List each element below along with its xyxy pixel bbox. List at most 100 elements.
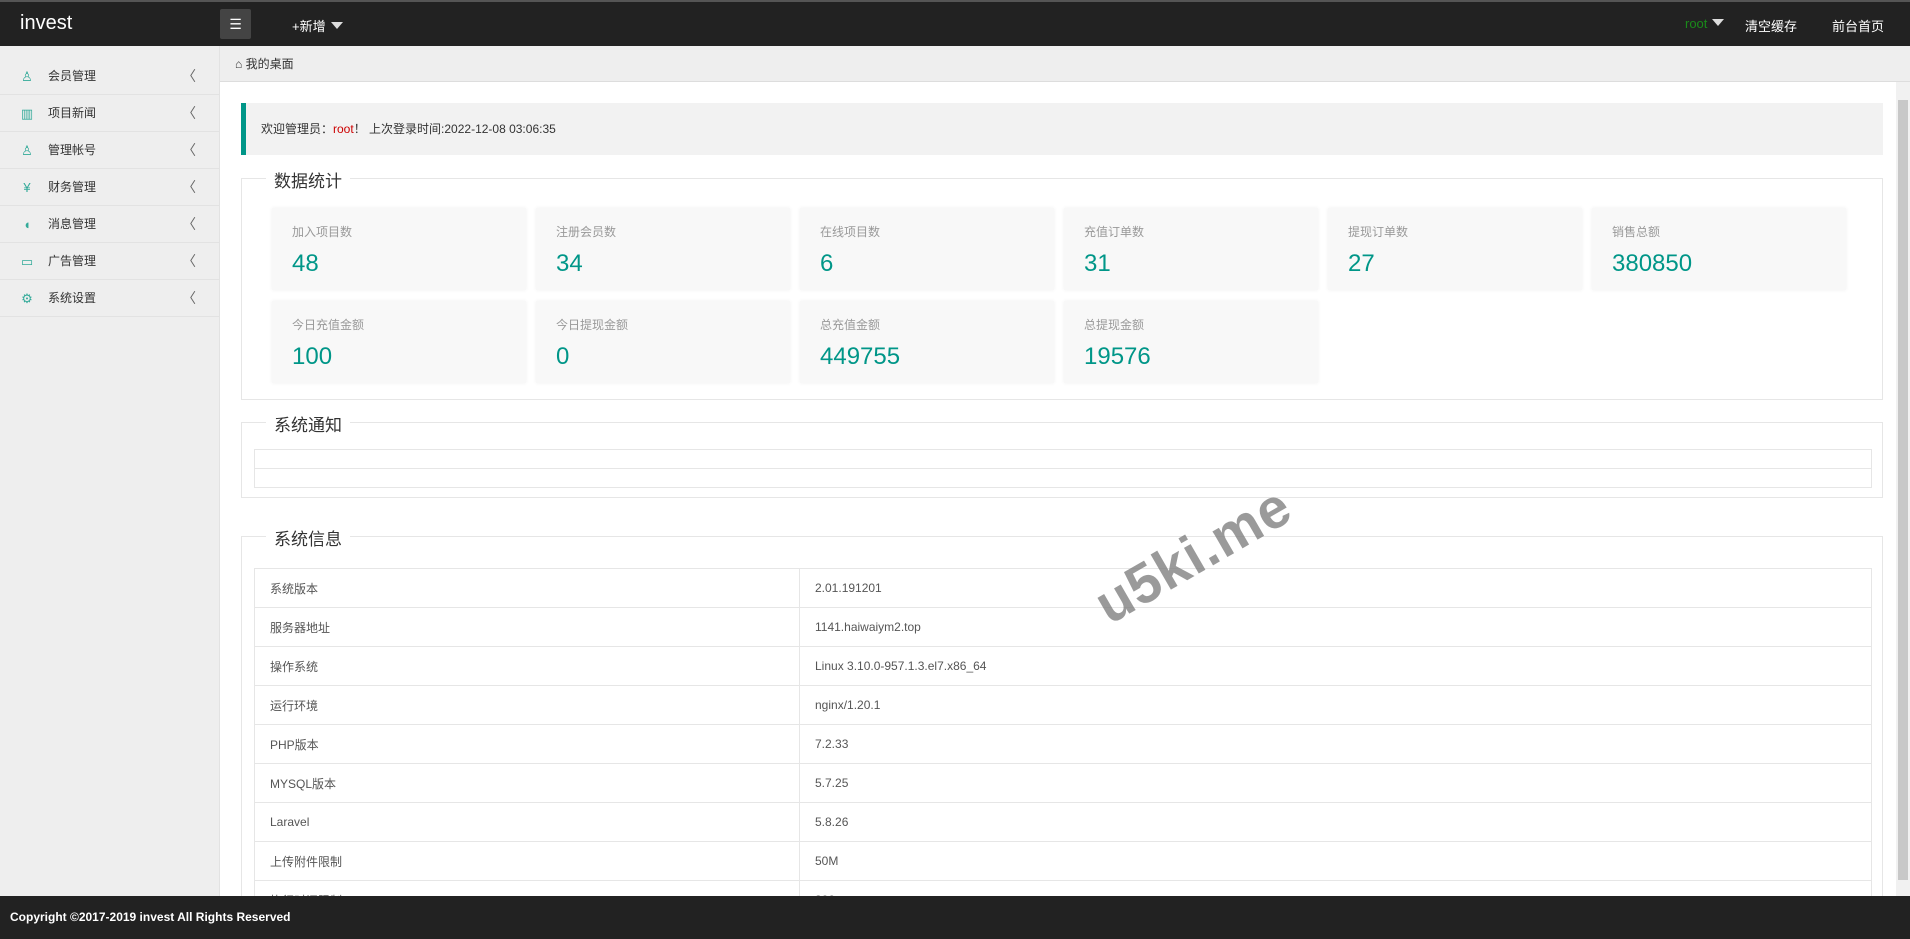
caret-down-icon: [1712, 19, 1725, 26]
sidebar-item[interactable]: ▭ 广告管理 〈: [0, 243, 219, 280]
sidebar-item-label: 系统设置: [48, 291, 97, 305]
user-icon: ♙: [21, 69, 33, 84]
stat-card[interactable]: 充值订单数 31: [1064, 208, 1318, 290]
stat-label: 今日充值金额: [292, 318, 365, 332]
stat-value: 34: [556, 250, 583, 277]
stat-card[interactable]: 总充值金额 449755: [800, 301, 1054, 383]
sidebar-item-label: 财务管理: [48, 180, 97, 194]
stat-value: 0: [556, 343, 570, 370]
stat-value: 449755: [820, 343, 901, 370]
chevron-left-icon: 〈: [182, 253, 196, 269]
sidebar-item-label: 会员管理: [48, 69, 97, 83]
stat-label: 充值订单数: [1084, 225, 1145, 239]
yen-icon: ¥: [23, 180, 31, 195]
info-value: 7.2.33: [799, 724, 1872, 764]
last-login: ！ 上次登录时间:2022-12-08 03:06:35: [353, 122, 556, 136]
scrollbar[interactable]: [1896, 82, 1910, 896]
add-label: +新增: [292, 19, 326, 34]
chevron-left-icon: 〈: [182, 290, 196, 306]
sidebar-item[interactable]: ♙ 会员管理 〈: [0, 58, 219, 95]
info-value: 2.01.191201: [799, 568, 1872, 608]
sidebar-item-label: 消息管理: [48, 217, 97, 231]
notice-fieldset: 系统通知: [241, 411, 1883, 498]
sidebar-item[interactable]: ◖ 消息管理 〈: [0, 206, 219, 243]
info-key: Laravel: [254, 802, 800, 842]
home-icon: ⌂: [235, 57, 246, 71]
table-row: 运行环境 nginx/1.20.1: [254, 685, 1872, 725]
top-header: invest ☰ +新增 root 清空缓存 前台首页: [0, 0, 1910, 46]
sidebar-item[interactable]: ▥ 项目新闻 〈: [0, 95, 219, 132]
stat-card[interactable]: 总提现金额 19576: [1064, 301, 1318, 383]
sidebar: ♙ 会员管理〈 ▥ 项目新闻〈 ♙ 管理帐号〈 ¥ 财务管理〈 ◖ 消息管理〈 ▭ 广告管理〈 ⚙ 系统设…: [0, 46, 220, 896]
front-home-link[interactable]: 前台首页: [1832, 19, 1885, 34]
admin-icon: ♙: [21, 143, 33, 158]
clear-cache-link[interactable]: 清空缓存: [1745, 19, 1798, 34]
welcome-banner: 欢迎管理员：root！ 上次登录时间:2022-12-08 03:06:35: [241, 103, 1883, 155]
table-row: 系统版本 2.01.191201: [254, 568, 1872, 608]
stat-card[interactable]: 在线项目数 6: [800, 208, 1054, 290]
info-value: 5.8.26: [799, 802, 1872, 842]
main-content: 欢迎管理员：root！ 上次登录时间:2022-12-08 03:06:35 数…: [220, 82, 1910, 896]
table-row: 执行时间限制300s: [254, 880, 1872, 896]
stat-label: 加入项目数: [292, 225, 353, 239]
stat-label: 总提现金额: [1084, 318, 1145, 332]
info-key: 执行时间限制: [254, 880, 800, 896]
info-key: 操作系统: [254, 646, 800, 686]
stat-label: 注册会员数: [556, 225, 617, 239]
stat-value: 31: [1084, 250, 1111, 277]
table-row: Laravel 5.8.26: [254, 802, 1872, 842]
info-value: 5.7.25: [799, 763, 1872, 803]
table-row: 服务器地址 1141.haiwaiym2.top: [254, 607, 1872, 647]
stat-label: 今日提现金额: [556, 318, 629, 332]
chevron-left-icon: 〈: [182, 68, 196, 84]
add-new-dropdown[interactable]: +新增: [292, 16, 343, 35]
sidebar-item-label: 管理帐号: [48, 143, 97, 157]
sysinfo-table: 系统版本 2.01.191201 服务器地址 1141.haiwaiym2.top 操作…: [254, 568, 1872, 896]
chevron-left-icon: 〈: [182, 216, 196, 232]
sidebar-item[interactable]: ♙ 管理帐号 〈: [0, 132, 219, 169]
stat-label: 销售总额: [1612, 225, 1661, 239]
image-icon: ▭: [20, 254, 34, 269]
stat-value: 380850: [1612, 250, 1693, 277]
info-value: 1141.haiwaiym2.top: [799, 607, 1872, 647]
info-value: Linux 3.10.0-957.1.3.el7.x86_64: [799, 646, 1872, 686]
notice-row: [254, 449, 1872, 469]
table-row: PHP版本 7.2.33: [254, 724, 1872, 764]
stat-value: 48: [292, 250, 319, 277]
scrollbar-thumb[interactable]: [1898, 100, 1908, 880]
breadcrumb-desktop[interactable]: 我的桌面: [245, 57, 294, 71]
stat-card[interactable]: 注册会员数 34: [536, 208, 790, 290]
gear-icon: ⚙: [21, 291, 33, 306]
stat-label: 在线项目数: [820, 225, 881, 239]
stat-card[interactable]: 提现订单数 27: [1328, 208, 1582, 290]
sidebar-item-label: 广告管理: [48, 254, 97, 268]
stat-value: 19576: [1084, 343, 1151, 370]
stats-title: 数据统计: [266, 167, 350, 192]
table-row: 操作系统 Linux 3.10.0-957.1.3.el7.x86_64: [254, 646, 1872, 686]
stat-value: 100: [292, 343, 333, 370]
stat-card[interactable]: 今日提现金额 0: [536, 301, 790, 383]
table-row: 上传附件限制 50M: [254, 841, 1872, 881]
stat-card[interactable]: 销售总额 380850: [1592, 208, 1846, 290]
caret-down-icon: [330, 22, 343, 29]
sidebar-item[interactable]: ¥ 财务管理 〈: [0, 169, 219, 206]
stat-card[interactable]: 加入项目数 48: [272, 208, 526, 290]
stat-value: 6: [820, 250, 834, 277]
breadcrumb: ⌂ 我的桌面: [220, 46, 1910, 82]
chevron-left-icon: 〈: [182, 142, 196, 158]
speaker-icon: ◖: [23, 217, 31, 232]
sidebar-item[interactable]: ⚙ 系统设置 〈: [0, 280, 219, 317]
stats-fieldset: 数据统计 加入项目数 48 注册会员数 34 在线项目数 6 充值订单数 31 提现订单数 27 销…: [241, 167, 1883, 400]
user-dropdown[interactable]: root: [1685, 16, 1725, 31]
hamburger-icon[interactable]: ☰: [220, 9, 251, 39]
table-row: MYSQL版本 5.7.25: [254, 763, 1872, 803]
notice-title: 系统通知: [266, 411, 350, 436]
info-key: MYSQL版本: [254, 763, 800, 803]
sysinfo-fieldset: 系统信息 系统版本 2.01.191201 服务器地址 1141.haiwaiym2.…: [241, 525, 1883, 896]
stat-card[interactable]: 今日充值金额 100: [272, 301, 526, 383]
info-value: 300s: [799, 880, 1872, 896]
book-icon: ▥: [20, 106, 34, 121]
logo: invest: [20, 12, 73, 34]
info-value: 50M: [799, 841, 1872, 881]
info-key: 上传附件限制: [254, 841, 800, 881]
